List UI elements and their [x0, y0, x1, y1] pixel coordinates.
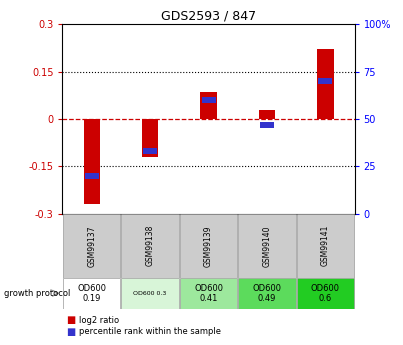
Text: growth protocol: growth protocol: [4, 289, 71, 298]
Bar: [85, 173, 99, 179]
Bar: [180, 214, 237, 278]
Bar: [180, 278, 237, 309]
Bar: [297, 214, 354, 278]
Bar: [297, 278, 354, 309]
Text: log2 ratio: log2 ratio: [79, 316, 119, 325]
Text: OD600 0.3: OD600 0.3: [133, 291, 167, 296]
Text: OD600
0.19: OD600 0.19: [77, 284, 106, 303]
Text: GSM99139: GSM99139: [204, 225, 213, 267]
Text: GSM99141: GSM99141: [321, 225, 330, 266]
Bar: [317, 49, 334, 119]
Bar: [200, 92, 217, 119]
Text: OD600
0.41: OD600 0.41: [194, 284, 223, 303]
Bar: [318, 78, 332, 84]
Bar: [202, 97, 216, 103]
Bar: [143, 148, 157, 154]
Title: GDS2593 / 847: GDS2593 / 847: [161, 10, 256, 23]
Bar: [121, 214, 179, 278]
Text: GSM99137: GSM99137: [87, 225, 96, 267]
Text: OD600
0.6: OD600 0.6: [311, 284, 340, 303]
Text: percentile rank within the sample: percentile rank within the sample: [79, 327, 220, 336]
Text: OD600
0.49: OD600 0.49: [253, 284, 281, 303]
Text: ■: ■: [66, 315, 76, 325]
Bar: [83, 119, 100, 204]
Bar: [121, 278, 179, 309]
Bar: [259, 109, 275, 119]
Text: GSM99140: GSM99140: [262, 225, 272, 267]
Text: GSM99138: GSM99138: [145, 225, 155, 266]
Bar: [260, 122, 274, 128]
Bar: [238, 214, 296, 278]
Bar: [238, 278, 296, 309]
Bar: [63, 214, 120, 278]
Bar: [63, 278, 120, 309]
Text: ■: ■: [66, 327, 76, 337]
Bar: [142, 119, 158, 157]
